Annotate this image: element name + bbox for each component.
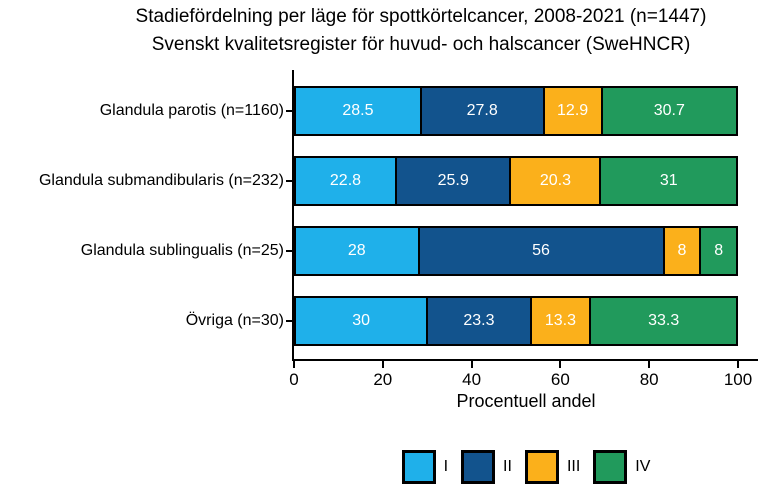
legend-label: I (443, 458, 449, 475)
bar-value-label: 56 (532, 242, 550, 259)
x-tick (648, 361, 651, 368)
y-axis-labels: Glandula parotis (n=1160) Glandula subman… (0, 70, 284, 359)
x-tick (470, 361, 473, 368)
x-axis-line (292, 359, 758, 361)
bar-value-label: 28 (347, 242, 366, 259)
legend-label: IV (635, 458, 651, 475)
bar-row: 22.8 25.9 20.3 31 (294, 156, 739, 206)
y-axis-line (292, 70, 294, 361)
category-label: Övriga (n=30) (185, 312, 284, 329)
bar-segment: 8 (699, 226, 738, 276)
legend: I II III IV (294, 449, 758, 485)
bar-value-label: 30 (352, 312, 371, 329)
bar-value-label: 28.5 (342, 102, 374, 119)
x-tick-label: 20 (373, 370, 393, 389)
bar-segment: 30 (294, 296, 429, 346)
bar-segment: 25.9 (394, 156, 512, 206)
bar-value-label: 12.9 (557, 102, 589, 119)
bar-value-label: 30.7 (653, 102, 685, 119)
bar-row: 28.5 27.8 12.9 30.7 (294, 86, 738, 136)
legend-swatch (593, 450, 628, 484)
chart-subtitle: Svenskt kvalitetsregister för huvud- och… (151, 34, 691, 55)
legend-item: IV (593, 450, 650, 484)
bar-segment: 28.5 (294, 86, 422, 136)
x-tick (293, 361, 295, 368)
x-tick-label: 0 (289, 370, 299, 389)
legend-item: III (524, 450, 581, 484)
bar-segment: 8 (662, 226, 702, 276)
bar-value-label: 13.3 (544, 312, 576, 329)
bar-segment: 13.3 (529, 296, 592, 346)
y-tick (286, 320, 292, 322)
bar-segment: 56 (417, 226, 665, 276)
x-tick-label: 40 (462, 370, 482, 389)
bar-value-label: 33.3 (648, 312, 680, 329)
x-tick-label: 60 (550, 370, 570, 389)
bar-segment: 30.7 (600, 86, 738, 136)
category-label: Glandula parotis (n=1160) (99, 102, 284, 119)
x-tick-label: 100 (723, 370, 753, 389)
bar-segment: 31 (599, 156, 739, 206)
bar-value-label: 23.3 (463, 312, 495, 329)
x-tick (737, 361, 739, 368)
y-tick (286, 180, 292, 182)
bar-value-label: 27.8 (466, 102, 498, 119)
y-tick (286, 110, 292, 112)
bar-value-label: 8 (677, 242, 687, 259)
legend-swatch (401, 450, 436, 484)
bar-segment: 28 (294, 226, 420, 276)
chart-title: Stadiefördelning per läge för spottkörte… (135, 6, 707, 27)
bar-row: 28 56 8 8 (294, 226, 738, 276)
bars-layer: 28.5 27.8 12.9 30.7 22.8 25.9 20.3 31 28 56 8 8 30 23… (294, 70, 739, 359)
bar-value-label: 25.9 (437, 172, 469, 189)
bar-segment: 12.9 (542, 86, 603, 136)
x-axis-title: Procentuell andel (456, 391, 596, 411)
legend-swatch (524, 450, 559, 484)
bar-segment: 23.3 (426, 296, 532, 346)
x-tick (381, 361, 384, 368)
legend-item: II (461, 450, 512, 484)
bar-segment: 22.8 (294, 156, 397, 206)
legend-item: I (401, 450, 449, 484)
legend-label: III (566, 458, 581, 475)
category-label: Glandula sublingualis (n=25) (80, 242, 284, 259)
bar-segment: 20.3 (509, 156, 602, 206)
legend-swatch (461, 450, 496, 484)
x-tick-label: 80 (639, 370, 659, 389)
bar-value-label: 22.8 (329, 172, 362, 189)
legend-label: II (503, 458, 512, 475)
bar-segment: 33.3 (589, 296, 738, 346)
bar-value-label: 31 (659, 172, 678, 189)
category-label: Glandula submandibularis (n=232) (38, 172, 284, 189)
bar-segment: 27.8 (419, 86, 545, 136)
x-tick (559, 361, 562, 368)
y-tick (286, 250, 292, 252)
bar-row: 30 23.3 13.3 33.3 (294, 296, 738, 346)
bar-value-label: 8 (714, 242, 724, 259)
bar-value-label: 20.3 (539, 172, 571, 189)
